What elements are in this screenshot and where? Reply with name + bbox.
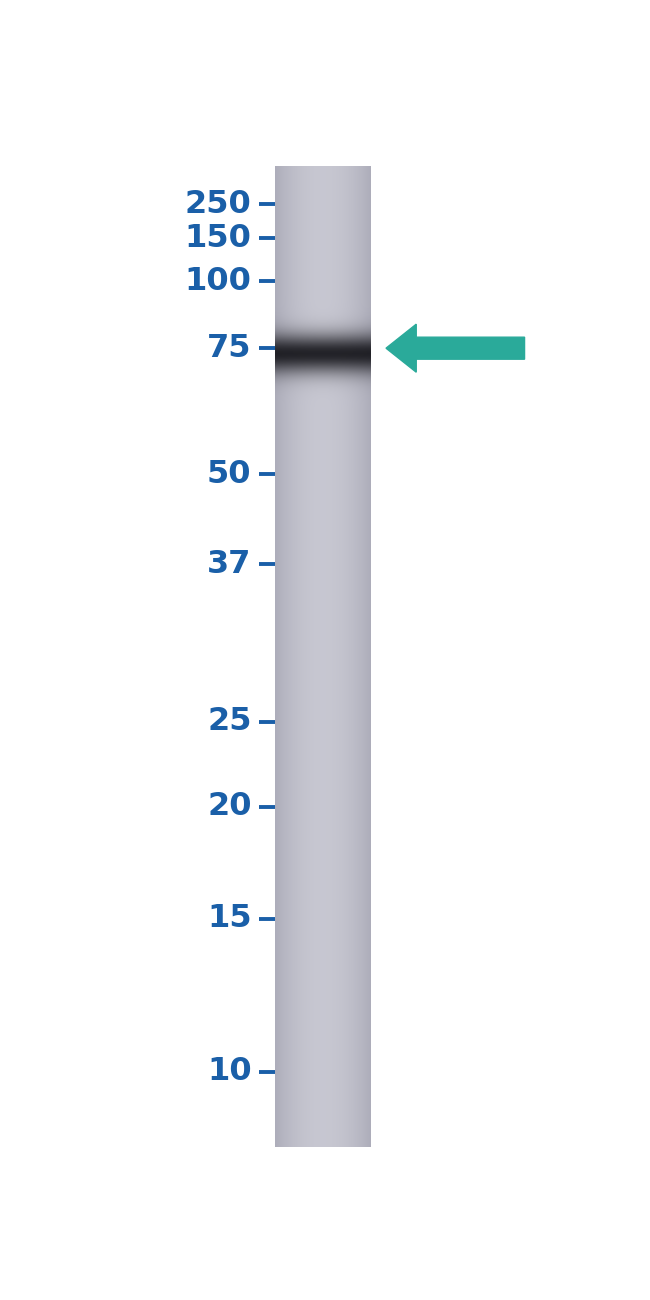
Text: 20: 20 <box>207 792 252 822</box>
FancyArrow shape <box>386 324 525 372</box>
Text: 250: 250 <box>185 188 252 220</box>
Text: 150: 150 <box>185 222 252 254</box>
Text: 10: 10 <box>207 1057 252 1087</box>
Text: 25: 25 <box>207 706 252 737</box>
Text: 37: 37 <box>207 549 252 580</box>
Text: 15: 15 <box>207 903 252 935</box>
Text: 75: 75 <box>207 333 252 364</box>
Text: 50: 50 <box>207 459 252 490</box>
Text: 100: 100 <box>185 265 252 296</box>
